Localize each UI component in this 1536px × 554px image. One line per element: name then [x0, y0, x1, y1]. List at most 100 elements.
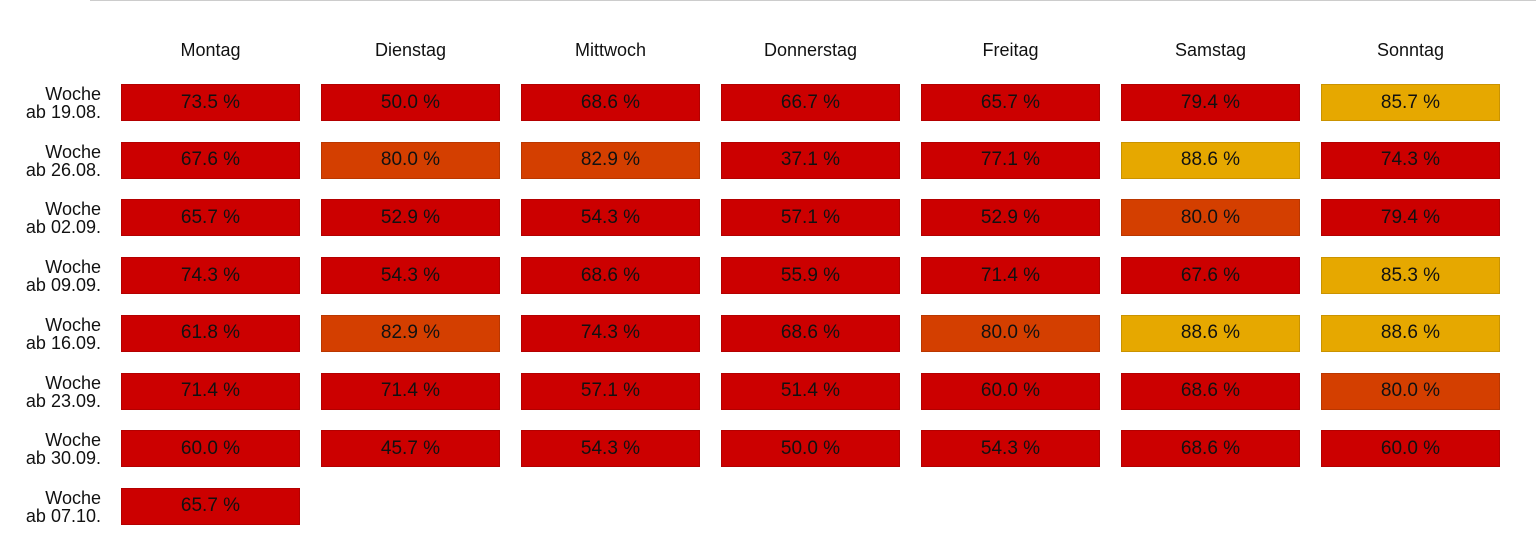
column-header: Dienstag: [374, 40, 447, 60]
cell: 85.7 %: [1321, 84, 1500, 121]
cell: 71.4 %: [321, 372, 500, 410]
cell-label: 61.8 %: [180, 322, 241, 344]
cell: 88.6 %: [1321, 314, 1500, 352]
cell: 68.6 %: [1121, 430, 1300, 468]
cell-label: 71.4 %: [380, 380, 441, 401]
cell-label: 54.3 %: [380, 264, 441, 286]
cell: 68.6 %: [721, 314, 900, 352]
cell: 51.4 %: [721, 372, 900, 410]
cell: 71.4 %: [921, 257, 1100, 295]
cell: 74.3 %: [121, 257, 300, 295]
cell: 55.9 %: [721, 257, 900, 295]
cell-label: 80.0 %: [1180, 206, 1241, 228]
cell: 71.4 %: [121, 372, 300, 410]
row-label: Woche ab 23.09.: [25, 372, 101, 411]
cell: 88.6 %: [1121, 141, 1300, 179]
cell-label: 54.3 %: [580, 437, 641, 459]
cell: 74.3 %: [1321, 141, 1500, 179]
row-label: Woche ab 09.09.: [25, 257, 101, 296]
divider: [90, 0, 1536, 1]
cell-label: 55.9 %: [780, 264, 841, 286]
cell-label: 85.3 %: [1380, 264, 1441, 286]
cell-label: 65.7 %: [980, 91, 1041, 113]
cell-label: 71.4 %: [980, 264, 1041, 286]
cell-label: 65.7 %: [180, 495, 241, 517]
row-label: Woche ab 07.10.: [25, 487, 101, 526]
cell: 65.7 %: [121, 199, 300, 237]
cell: 57.1 %: [521, 372, 700, 410]
row-label: Woche ab 16.09.: [25, 314, 101, 353]
cell-label: 52.9 %: [380, 206, 441, 228]
cell: 65.7 %: [921, 84, 1100, 121]
cell: 65.7 %: [121, 487, 300, 525]
cell: 60.0 %: [1321, 430, 1500, 468]
cell-label: 68.6 %: [1180, 437, 1241, 459]
row-label: Woche ab 02.09.: [25, 199, 101, 238]
cell: 80.0 %: [921, 314, 1100, 352]
cell: 54.3 %: [921, 430, 1100, 468]
cell-label: 74.3 %: [1380, 149, 1441, 171]
cell: 52.9 %: [921, 199, 1100, 237]
cell-label: 54.3 %: [580, 206, 641, 228]
cell-label: 50.0 %: [380, 91, 441, 113]
column-header: Freitag: [982, 40, 1039, 60]
cell: 80.0 %: [321, 141, 500, 179]
cell: 37.1 %: [721, 141, 900, 179]
cell: 54.3 %: [521, 199, 700, 237]
column-header: Mittwoch: [574, 40, 646, 60]
cell-label: 67.6 %: [1180, 264, 1241, 286]
cell: 61.8 %: [121, 314, 300, 352]
row-label: Woche ab 30.09.: [25, 430, 101, 469]
cell: 77.1 %: [921, 141, 1100, 179]
cell: 45.7 %: [321, 430, 500, 468]
cell: 57.1 %: [721, 199, 900, 237]
cell-label: 37.1 %: [780, 149, 841, 171]
row-label: Woche ab 26.08.: [25, 141, 101, 180]
cell: 67.6 %: [1121, 257, 1300, 295]
cell-label: 60.0 %: [180, 437, 241, 459]
cell-label: 82.9 %: [580, 149, 641, 171]
cell-label: 74.3 %: [580, 322, 641, 344]
cell-label: 80.0 %: [380, 149, 441, 171]
cell: 68.6 %: [521, 84, 700, 121]
row-label: Woche ab 19.08.: [25, 84, 101, 122]
cell-label: 45.7 %: [380, 437, 441, 459]
column-header: Donnerstag: [763, 40, 858, 60]
cell-label: 68.6 %: [780, 322, 841, 344]
cell: 54.3 %: [521, 430, 700, 468]
cell: 60.0 %: [121, 430, 300, 468]
cell: 60.0 %: [921, 372, 1100, 410]
cell-label: 68.6 %: [1180, 380, 1241, 401]
cell-label: 79.4 %: [1380, 206, 1441, 228]
cell: 68.6 %: [1121, 372, 1300, 410]
cell: 74.3 %: [521, 314, 700, 352]
cell-label: 50.0 %: [780, 437, 841, 459]
cell: 52.9 %: [321, 199, 500, 237]
cell: 82.9 %: [321, 314, 500, 352]
cell: 79.4 %: [1121, 84, 1300, 121]
cell-label: 80.0 %: [1380, 380, 1441, 401]
cell-label: 88.6 %: [1380, 322, 1441, 344]
cell-label: 88.6 %: [1180, 322, 1241, 344]
cell-label: 57.1 %: [580, 380, 641, 401]
cell: 80.0 %: [1121, 199, 1300, 237]
cell: 82.9 %: [521, 141, 700, 179]
cell-label: 57.1 %: [780, 206, 841, 228]
cell-label: 85.7 %: [1380, 91, 1441, 113]
cell-label: 67.6 %: [180, 149, 241, 171]
cell-label: 80.0 %: [980, 322, 1041, 344]
cell: 50.0 %: [321, 84, 500, 121]
cell: 54.3 %: [321, 257, 500, 295]
cell-label: 68.6 %: [580, 91, 641, 113]
cell: 88.6 %: [1121, 314, 1300, 352]
cell-label: 51.4 %: [780, 380, 841, 401]
cell-label: 73.5 %: [180, 91, 241, 113]
cell-label: 77.1 %: [980, 149, 1041, 171]
cell: 80.0 %: [1321, 372, 1500, 410]
cell: 50.0 %: [721, 430, 900, 468]
cell-label: 60.0 %: [1380, 437, 1441, 459]
cell: 73.5 %: [121, 84, 300, 121]
cell: 85.3 %: [1321, 257, 1500, 295]
cell: 67.6 %: [121, 141, 300, 179]
